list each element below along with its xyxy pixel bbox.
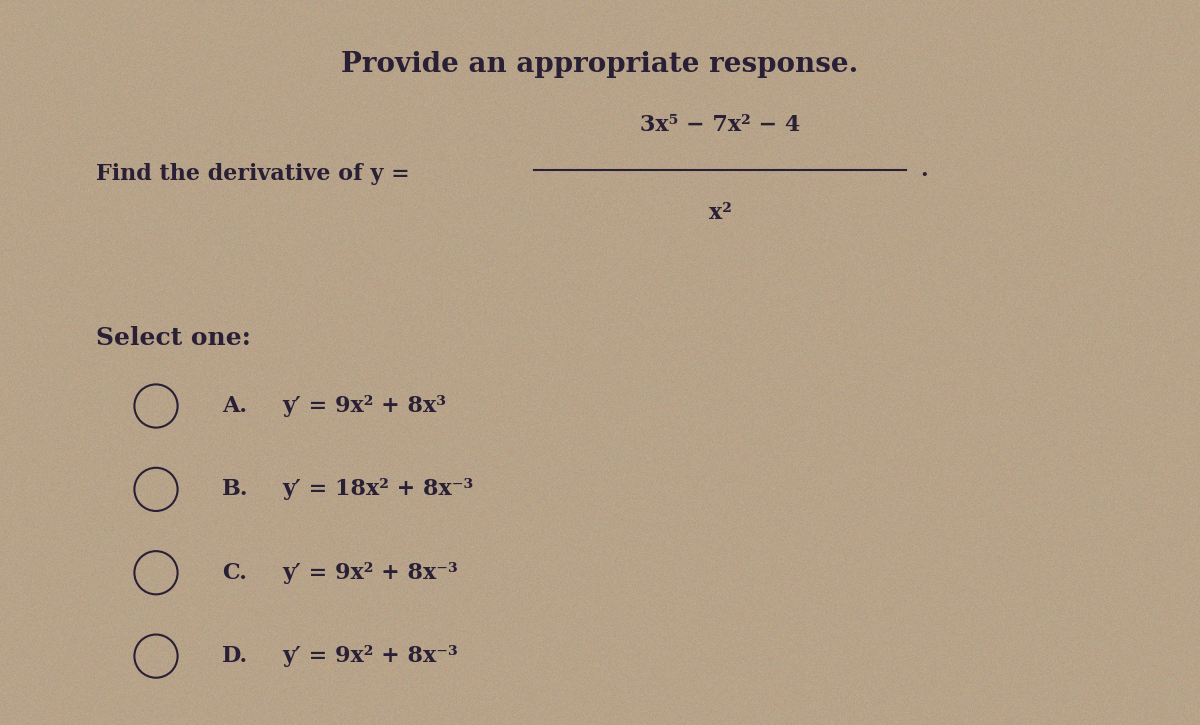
Text: Provide an appropriate response.: Provide an appropriate response. [341,51,859,78]
Text: y′ = 9x² + 8x³: y′ = 9x² + 8x³ [282,395,446,417]
Text: y′ = 9x² + 8x⁻³: y′ = 9x² + 8x⁻³ [282,562,457,584]
Text: Select one:: Select one: [96,326,251,350]
Text: B.: B. [222,478,248,500]
Text: y′ = 18x² + 8x⁻³: y′ = 18x² + 8x⁻³ [282,478,473,500]
Text: y′ = 9x² + 8x⁻³: y′ = 9x² + 8x⁻³ [282,645,457,667]
Text: Find the derivative of y =: Find the derivative of y = [96,163,409,185]
Text: D.: D. [222,645,248,667]
Text: A.: A. [222,395,247,417]
Text: .: . [920,160,928,181]
Text: 3x⁵ − 7x² − 4: 3x⁵ − 7x² − 4 [640,115,800,136]
Text: C.: C. [222,562,247,584]
Text: x²: x² [708,202,732,223]
